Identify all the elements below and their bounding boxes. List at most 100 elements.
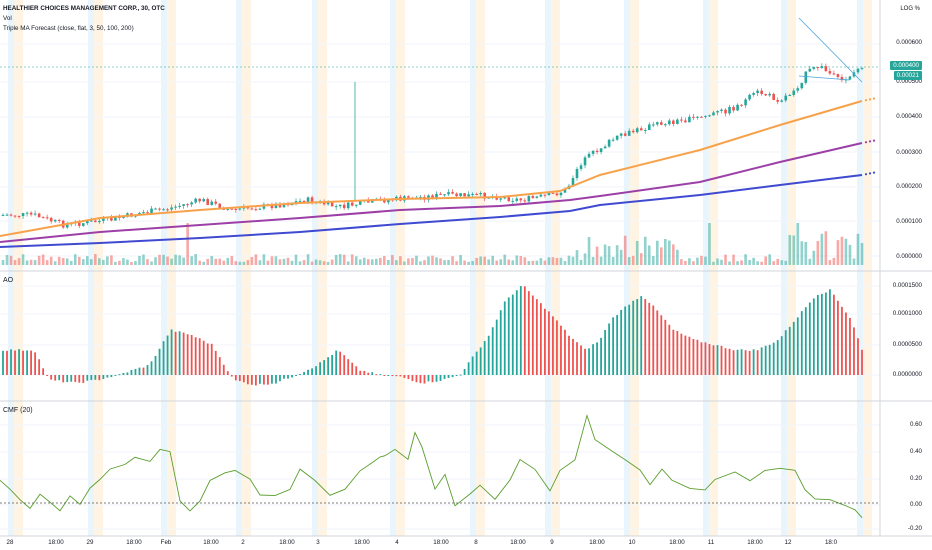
ao-bar xyxy=(427,375,430,382)
volume-bar xyxy=(547,257,551,265)
candle-body xyxy=(407,196,410,198)
candle-body xyxy=(684,120,687,123)
ao-bar xyxy=(138,367,141,375)
volume-bar xyxy=(704,256,707,265)
volume-bar xyxy=(567,255,571,265)
ma-forecast-dot xyxy=(868,98,872,101)
ao-bar xyxy=(146,365,149,375)
volume-bar xyxy=(563,261,567,265)
volume-bar xyxy=(45,260,49,265)
cmf-pane-label[interactable]: CMF (20) xyxy=(3,407,33,414)
session-bands xyxy=(8,0,872,536)
candle-body xyxy=(527,195,531,202)
ma-forecast-dot xyxy=(864,141,868,144)
ao-bar xyxy=(459,374,462,376)
volume-bar xyxy=(366,259,370,265)
ao-bar xyxy=(226,371,229,375)
ao-bar xyxy=(507,297,510,375)
ao-bar xyxy=(158,348,161,375)
volume-bar xyxy=(824,231,828,265)
volume-bar xyxy=(214,258,218,265)
ao-bar xyxy=(752,349,755,375)
candle-body xyxy=(170,207,173,210)
candle-body xyxy=(784,95,788,101)
volume-bar xyxy=(326,261,330,265)
volume-bar xyxy=(114,261,117,265)
session-band xyxy=(470,0,476,536)
candle-body xyxy=(162,209,165,211)
ao-bar xyxy=(700,342,703,375)
candle-body xyxy=(102,218,105,221)
volume-bar xyxy=(543,260,547,265)
volume-bar xyxy=(266,260,270,265)
candle-body xyxy=(599,148,603,153)
cmf-tick: -0.20 xyxy=(907,525,922,532)
candle-body xyxy=(13,215,17,217)
time-label: 28 xyxy=(6,539,14,546)
ao-bar xyxy=(279,375,281,382)
price-tick: 0.000200 xyxy=(896,183,922,190)
volume-bar xyxy=(395,260,398,265)
candle-body xyxy=(270,204,274,209)
ao-bar xyxy=(499,310,502,375)
candle-body xyxy=(543,194,547,196)
volume-bar xyxy=(447,260,450,265)
ao-bar xyxy=(552,316,554,375)
volume-bar xyxy=(804,241,808,265)
ao-bar xyxy=(403,375,406,379)
volume-bar xyxy=(431,255,434,265)
candle-body xyxy=(728,107,731,114)
ao-bar xyxy=(744,350,747,375)
volume-bar xyxy=(170,258,173,265)
vol-indicator-label[interactable]: Vol xyxy=(3,15,12,22)
volume-bar xyxy=(627,257,631,265)
volume-bar xyxy=(475,258,478,265)
time-label: 11 xyxy=(707,539,715,546)
ao-bar xyxy=(716,345,719,375)
ao-bar xyxy=(154,355,157,375)
volume-bar xyxy=(571,256,575,265)
log-button[interactable]: LOG % xyxy=(900,6,920,12)
volume-bar xyxy=(848,244,852,265)
session-band xyxy=(14,0,23,536)
volume-bar xyxy=(748,260,751,265)
time-label: 9 xyxy=(550,539,554,546)
ao-bar xyxy=(688,336,691,375)
ao-bar xyxy=(560,325,562,375)
time-label: 18:00 xyxy=(510,539,526,546)
volume-bar xyxy=(643,236,647,265)
candle-body xyxy=(206,199,210,205)
volume-bar xyxy=(77,256,81,265)
ao-bar xyxy=(254,375,257,386)
volume-bar xyxy=(503,254,507,265)
candle-body xyxy=(194,198,197,203)
ao-bar xyxy=(383,375,386,376)
candle-body xyxy=(342,204,346,209)
candle-body xyxy=(202,199,206,202)
session-band xyxy=(630,0,639,536)
volume-bar xyxy=(680,259,683,265)
ao-bar xyxy=(58,375,61,381)
candle-body xyxy=(655,122,659,125)
candle-body xyxy=(451,192,454,194)
volume-bar xyxy=(298,261,302,265)
session-band xyxy=(476,0,485,536)
volume-bar xyxy=(17,258,21,265)
ao-bar xyxy=(315,366,317,375)
ao-bar xyxy=(399,375,402,377)
ao-bar xyxy=(311,368,313,375)
candle-body xyxy=(760,90,763,94)
volume-bar xyxy=(150,261,153,265)
ao-bar xyxy=(604,329,607,375)
volume-bar xyxy=(270,256,274,265)
session-band xyxy=(703,0,709,536)
ao-bar xyxy=(568,335,570,375)
ma-indicator-label[interactable]: Triple MA Forecast (close, flat, 3, 50, … xyxy=(3,25,134,32)
session-band xyxy=(88,0,94,536)
ao-pane-label[interactable]: AO xyxy=(3,277,14,284)
volume-bar xyxy=(527,261,531,265)
volume-bar xyxy=(282,258,286,265)
ao-bar xyxy=(275,375,277,384)
volume-bar xyxy=(294,254,298,265)
